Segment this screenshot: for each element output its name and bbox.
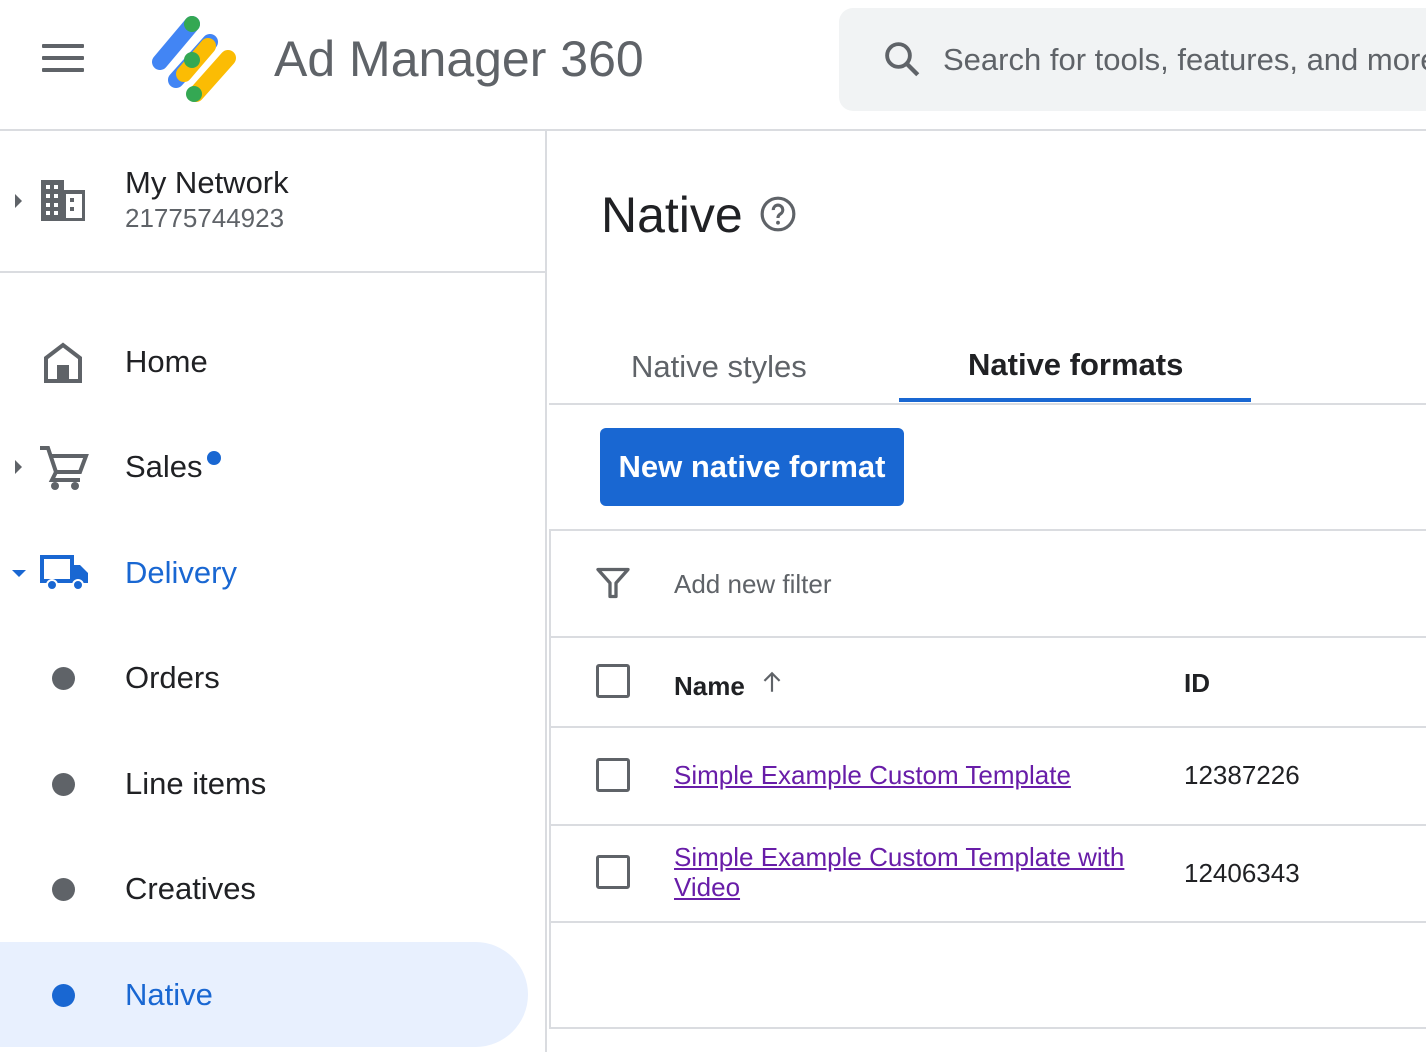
tab-native-formats[interactable]: Native formats (968, 347, 1184, 382)
app-title: Ad Manager 360 (274, 31, 644, 87)
bullet-icon (52, 877, 75, 901)
sidebar-item-delivery[interactable]: Delivery (0, 520, 528, 625)
tab-divider (549, 403, 1426, 405)
ad-manager-logo (152, 16, 236, 102)
sidebar: My Network 21775744923 Home Sales Delive… (0, 131, 547, 1052)
active-tab-indicator (899, 398, 1251, 402)
format-id: 12387226 (1184, 760, 1300, 790)
format-id: 12406343 (1184, 858, 1300, 888)
format-name-link[interactable]: Simple Example Custom Template (674, 760, 1071, 790)
filter-icon (596, 567, 630, 599)
sidebar-item-orders[interactable]: Orders (0, 625, 528, 730)
cart-icon (40, 445, 89, 490)
filter-row[interactable]: Add new filter (551, 531, 1426, 638)
sidebar-item-line-items[interactable]: Line items (0, 731, 528, 836)
bullet-icon (52, 772, 75, 796)
sidebar-item-label: Creatives (125, 870, 256, 906)
sidebar-item-creatives[interactable]: Creatives (0, 836, 528, 941)
network-name: My Network (125, 165, 289, 200)
format-name-cell: Simple Example Custom Template with Vide… (674, 842, 1124, 902)
sidebar-item-label: Delivery (125, 554, 237, 590)
home-icon (44, 341, 82, 383)
sidebar-item-label: Sales (125, 448, 203, 484)
network-id: 21775744923 (125, 203, 285, 233)
caret-down-icon[interactable] (12, 570, 26, 577)
top-header: Ad Manager 360 Search for tools, feature… (0, 0, 1426, 131)
format-name-link[interactable]: Simple Example Custom Template with (674, 842, 1125, 872)
network-selector[interactable]: My Network 21775744923 (0, 131, 545, 273)
main-content: Native Native styles Native formats New … (549, 131, 1426, 1052)
search-input[interactable]: Search for tools, features, and more (943, 42, 1426, 77)
sort-ascending-icon[interactable] (759, 668, 785, 696)
hamburger-menu-icon[interactable] (42, 44, 84, 74)
column-header-id[interactable]: ID (1184, 668, 1210, 698)
sidebar-item-label: Home (125, 343, 208, 379)
format-name-link-continued[interactable]: Video (674, 872, 741, 902)
building-icon (41, 180, 85, 221)
caret-right-icon[interactable] (15, 194, 22, 208)
sidebar-item-sales[interactable]: Sales (0, 414, 528, 519)
page-title: Native (601, 187, 743, 243)
formats-table: Add new filter Name ID Simple Example Cu… (549, 529, 1426, 1029)
sidebar-item-home[interactable]: Home (0, 309, 528, 414)
new-native-format-button[interactable]: New native format (600, 428, 904, 506)
sidebar-item-label: Line items (125, 765, 267, 801)
table-row: Simple Example Custom Template with Vide… (551, 826, 1426, 923)
bullet-icon (52, 983, 75, 1007)
sidebar-item-label: Orders (125, 659, 220, 695)
row-checkbox[interactable] (596, 855, 630, 889)
select-all-checkbox[interactable] (596, 664, 630, 698)
search-icon (885, 42, 920, 77)
truck-icon (40, 554, 88, 591)
sidebar-item-label: Native (125, 976, 213, 1012)
sidebar-item-native[interactable]: Native (0, 942, 528, 1047)
tab-native-styles[interactable]: Native styles (631, 349, 807, 384)
bullet-icon (52, 666, 75, 690)
caret-right-icon[interactable] (15, 460, 22, 474)
column-header-name[interactable]: Name (674, 671, 745, 701)
notification-dot (207, 451, 221, 465)
row-checkbox[interactable] (596, 758, 630, 792)
add-filter-input[interactable]: Add new filter (674, 569, 832, 599)
help-icon[interactable] (759, 195, 797, 233)
table-row: Simple Example Custom Template 12387226 (551, 728, 1426, 826)
table-header: Name ID (551, 638, 1426, 728)
search-bar[interactable]: Search for tools, features, and more (839, 8, 1426, 111)
